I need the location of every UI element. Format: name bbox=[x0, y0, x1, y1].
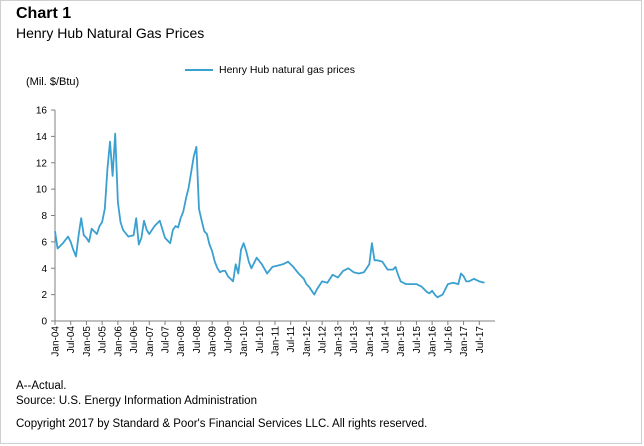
x-tick-label: Jul-14 bbox=[381, 326, 392, 354]
y-ticks: 0 2 4 6 8 10 12 14 16 bbox=[36, 106, 55, 328]
x-tick-label: Jul-09 bbox=[223, 326, 234, 354]
series-group bbox=[54, 132, 485, 299]
x-tick-label: Jul-04 bbox=[66, 326, 77, 354]
x-tick-label: Jul-12 bbox=[318, 326, 329, 354]
x-tick-label: Jul-16 bbox=[443, 326, 454, 354]
x-tick-label: Jan-10 bbox=[239, 326, 250, 357]
x-tick-label: Jan-07 bbox=[145, 326, 156, 357]
y-tick-label: 12 bbox=[36, 158, 48, 169]
y-tick-label: 16 bbox=[36, 106, 48, 117]
y-tick-label: 6 bbox=[41, 237, 47, 248]
copyright: Copyright 2017 by Standard & Poor's Fina… bbox=[16, 418, 428, 430]
x-tick-label: Jan-09 bbox=[208, 326, 219, 357]
footnote-source: Source: U.S. Energy Information Administ… bbox=[16, 395, 257, 407]
x-tick-label: Jan-06 bbox=[113, 326, 124, 357]
x-tick-label: Jul-17 bbox=[475, 326, 486, 354]
y-tick-label: 8 bbox=[41, 211, 47, 222]
x-tick-label: Jul-10 bbox=[255, 326, 266, 354]
y-tick-label: 2 bbox=[41, 290, 47, 301]
x-tick-label: Jul-06 bbox=[129, 326, 140, 354]
x-tick-label: Jul-13 bbox=[349, 326, 360, 354]
x-tick-label: Jan-17 bbox=[459, 326, 470, 357]
series-line bbox=[54, 132, 485, 299]
footnote-actual: A--Actual. bbox=[16, 380, 67, 392]
x-tick-label: Jul-11 bbox=[286, 326, 297, 353]
x-tick-label: Jan-15 bbox=[396, 326, 407, 357]
x-tick-label: Jan-12 bbox=[302, 326, 313, 357]
x-tick-label: Jul-08 bbox=[192, 326, 203, 354]
x-tick-label: Jan-08 bbox=[176, 326, 187, 357]
y-tick-label: 0 bbox=[41, 317, 47, 328]
y-tick-label: 10 bbox=[36, 185, 48, 196]
axes bbox=[54, 110, 495, 322]
y-axis-label: (Mil. $/Btu) bbox=[26, 76, 80, 88]
chart-label: Chart 1 bbox=[16, 5, 72, 22]
x-tick-label: Jan-14 bbox=[365, 326, 376, 357]
x-tick-label: Jan-05 bbox=[82, 326, 93, 357]
x-tick-label: Jul-15 bbox=[412, 326, 423, 354]
y-tick-label: 4 bbox=[41, 264, 47, 275]
x-tick-label: Jan-11 bbox=[271, 326, 282, 356]
chart-title: Henry Hub Natural Gas Prices bbox=[16, 25, 205, 41]
x-tick-label: Jan-13 bbox=[333, 326, 344, 357]
legend: Henry Hub natural gas prices bbox=[185, 64, 355, 76]
x-tick-label: Jul-07 bbox=[161, 326, 172, 354]
y-tick-label: 14 bbox=[36, 132, 48, 143]
x-tick-label: Jul-05 bbox=[98, 326, 109, 354]
x-tick-label: Jan-04 bbox=[51, 326, 62, 357]
x-tick-label: Jan-16 bbox=[428, 326, 439, 357]
legend-label: Henry Hub natural gas prices bbox=[219, 64, 355, 76]
x-ticks: Jan-04 Jul-04 Jan-05 Jul-05 Jan-06 Jul-06 Jan-… bbox=[51, 321, 486, 357]
legend-swatch bbox=[185, 69, 213, 71]
